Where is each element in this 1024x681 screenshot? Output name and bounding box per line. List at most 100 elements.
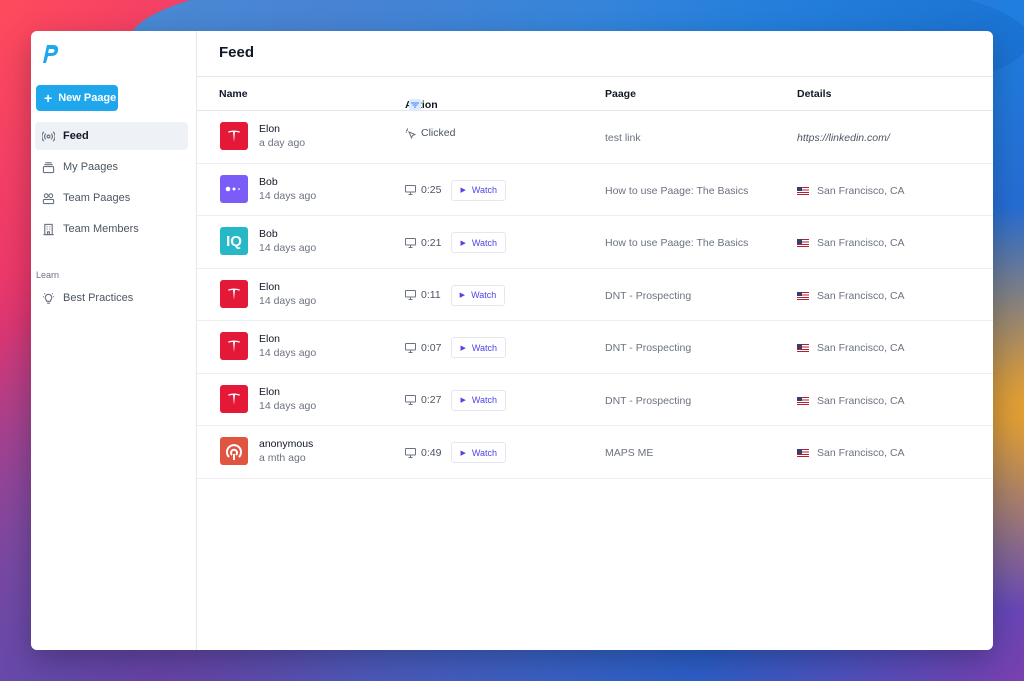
stack-icon [41, 160, 55, 174]
monitor-icon [405, 290, 416, 300]
us-flag-icon [797, 449, 809, 457]
company-logo-icon: IQ [220, 227, 248, 255]
monitor-icon [405, 395, 416, 405]
play-icon: ▶ [460, 449, 466, 457]
row-action-text: 0:11 [421, 289, 441, 301]
us-flag-icon [797, 291, 809, 300]
row-action-text: 0:21 [421, 236, 442, 249]
row-paage[interactable]: How to use Paage: The Basics [605, 184, 749, 197]
tesla-logo-icon [220, 279, 248, 308]
row-action: 0:21 ▶ Watch [405, 232, 506, 253]
sidebar: + New Paage Feed My Paages Team Paage [31, 31, 197, 650]
column-header-paage: Paage [605, 88, 636, 100]
play-icon: ▶ [460, 344, 466, 352]
row-time: a day ago [259, 137, 306, 149]
row-name: Elon [259, 123, 281, 135]
filter-icon[interactable] [409, 99, 421, 110]
row-paage[interactable]: MAPS ME [605, 447, 654, 459]
column-header-name: Name [219, 88, 248, 100]
sidebar-item-my-paages[interactable]: My Paages [35, 153, 188, 181]
play-icon: ▶ [459, 292, 466, 299]
watch-button[interactable]: ▶ Watch [451, 337, 506, 358]
table-row[interactable]: Elon a day ago Clicked test link https:/… [197, 111, 993, 164]
sidebar-nav: Feed My Paages Team Paages Team Members [35, 122, 188, 246]
row-details-text: San Francisco, CA [817, 394, 905, 407]
sidebar-item-best-practices[interactable]: Best Practices [35, 284, 188, 312]
row-details-text: https://linkedin.com/ [797, 132, 890, 144]
table-row[interactable]: Elon 14 days ago 0:11 ▶ Watch DNT - Pros… [197, 269, 993, 321]
watch-button[interactable]: ▶ Watch [451, 232, 506, 253]
row-paage[interactable]: DNT - Prospecting [605, 394, 692, 407]
monitor-icon [405, 237, 416, 248]
tesla-logo-icon [220, 122, 248, 150]
tesla-logo-icon [220, 384, 248, 413]
table-row[interactable]: IQ Bob 14 days ago 0:21 ▶ Watch How to u… [197, 216, 993, 269]
row-time: a mth ago [259, 452, 306, 464]
watch-label: Watch [471, 395, 497, 405]
row-details: San Francisco, CA [797, 447, 905, 459]
table-row[interactable]: Elon 14 days ago 0:27 ▶ Watch DNT - Pros… [197, 374, 993, 426]
row-details-text: San Francisco, CA [817, 447, 905, 459]
broadcast-icon [41, 129, 55, 143]
row-details: San Francisco, CA [797, 290, 905, 302]
row-name: Elon [259, 385, 281, 398]
us-flag-icon [797, 344, 809, 352]
row-paage[interactable]: DNT - Prospecting [605, 342, 692, 354]
play-icon: ▶ [460, 187, 466, 194]
avatar-text: IQ [226, 232, 242, 250]
row-action-text: Clicked [421, 127, 456, 139]
watch-button[interactable]: ▶ Watch [451, 179, 506, 201]
row-details-text: San Francisco, CA [817, 289, 905, 302]
row-details[interactable]: https://linkedin.com/ [797, 132, 890, 144]
watch-button[interactable]: ▶ Watch [451, 389, 506, 411]
feed-table-body: Elon a day ago Clicked test link https:/… [197, 111, 993, 479]
watch-label: Watch [471, 185, 497, 195]
table-row[interactable]: Bob 14 days ago 0:25 ▶ Watch How to use … [197, 164, 993, 216]
row-details: San Francisco, CA [797, 395, 905, 407]
new-paage-label: New Paage [58, 92, 117, 104]
row-details-text: San Francisco, CA [817, 342, 905, 354]
column-header-details: Details [797, 88, 832, 100]
play-icon: ▶ [460, 239, 466, 247]
row-action: 0:25 ▶ Watch [405, 179, 506, 201]
monitor-icon [405, 342, 416, 353]
watch-button[interactable]: ▶ Watch [451, 442, 506, 463]
row-name: Bob [259, 228, 278, 240]
users-icon [41, 191, 55, 205]
play-icon: ▶ [460, 397, 466, 404]
sidebar-item-label: Best Practices [63, 292, 134, 304]
tesla-logo-icon [220, 332, 248, 360]
row-paage[interactable]: test link [605, 132, 641, 144]
row-action: Clicked [405, 127, 455, 139]
paage-logo-icon[interactable] [39, 41, 61, 65]
table-row[interactable]: Elon 14 days ago 0:07 ▶ Watch DNT - Pros… [197, 321, 993, 374]
row-name: Elon [259, 333, 281, 345]
row-paage[interactable]: DNT - Prospecting [605, 289, 692, 302]
watch-label: Watch [471, 237, 497, 248]
row-name: Elon [259, 280, 281, 293]
sidebar-item-team-members[interactable]: Team Members [35, 215, 188, 243]
row-details: San Francisco, CA [797, 342, 905, 354]
table-header: Name Action Paage Details [197, 76, 993, 111]
learn-section-label: Learn [36, 270, 60, 280]
watch-button[interactable]: ▶ Watch [450, 284, 506, 306]
maps-me-logo-icon [220, 437, 248, 465]
row-action-text: 0:25 [421, 184, 442, 196]
row-details-text: San Francisco, CA [817, 237, 905, 249]
row-time: 14 days ago [259, 189, 317, 202]
new-paage-button[interactable]: + New Paage [36, 85, 118, 111]
sidebar-item-feed[interactable]: Feed [35, 122, 188, 150]
sidebar-item-team-paages[interactable]: Team Paages [35, 184, 188, 212]
monitor-icon [405, 447, 416, 458]
row-paage[interactable]: How to use Paage: The Basics [605, 237, 749, 249]
table-row[interactable]: anonymous a mth ago 0:49 ▶ Watch MAPS ME… [197, 426, 993, 479]
row-details: San Francisco, CA [797, 185, 905, 197]
row-action-text: 0:49 [421, 446, 442, 459]
row-action-text: 0:27 [421, 394, 442, 406]
row-time: 14 days ago [259, 347, 317, 359]
sidebar-item-label: Feed [63, 130, 89, 142]
main-content: Feed Name Action Paage Details Elon a da… [197, 31, 993, 650]
plus-icon: + [44, 90, 53, 106]
row-action: 0:07 ▶ Watch [405, 337, 506, 358]
sidebar-item-label: Team Paages [63, 192, 131, 204]
